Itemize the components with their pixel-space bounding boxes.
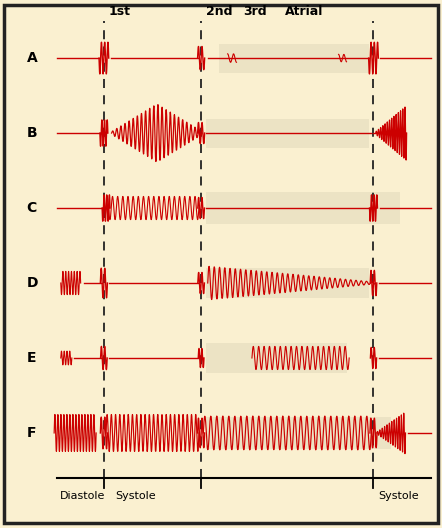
Text: C: C: [27, 201, 37, 215]
Bar: [206, 192, 400, 224]
Text: E: E: [27, 351, 36, 365]
Text: 1st: 1st: [108, 5, 130, 18]
Text: Atrial: Atrial: [285, 5, 324, 18]
Text: B: B: [27, 126, 37, 140]
Text: D: D: [27, 276, 38, 290]
Bar: [206, 417, 391, 449]
Text: Systole: Systole: [378, 491, 419, 501]
Bar: [206, 343, 347, 373]
Text: 3rd: 3rd: [243, 5, 267, 18]
Bar: [206, 268, 369, 297]
Bar: [219, 43, 369, 72]
Text: F: F: [27, 426, 36, 440]
Text: A: A: [27, 51, 37, 65]
Text: Diastole: Diastole: [60, 491, 105, 501]
Text: 2nd: 2nd: [206, 5, 232, 18]
Bar: [206, 118, 369, 147]
Text: Systole: Systole: [115, 491, 156, 501]
